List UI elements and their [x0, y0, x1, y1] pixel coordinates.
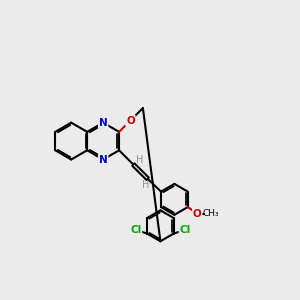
- Text: Cl: Cl: [130, 225, 141, 235]
- Text: N: N: [99, 118, 107, 128]
- Text: O: O: [126, 116, 135, 126]
- Text: O: O: [193, 208, 202, 219]
- Text: N: N: [99, 154, 107, 164]
- Text: Cl: Cl: [179, 225, 191, 235]
- Text: H: H: [136, 155, 144, 165]
- Text: CH₃: CH₃: [203, 209, 219, 218]
- Text: H: H: [142, 180, 149, 190]
